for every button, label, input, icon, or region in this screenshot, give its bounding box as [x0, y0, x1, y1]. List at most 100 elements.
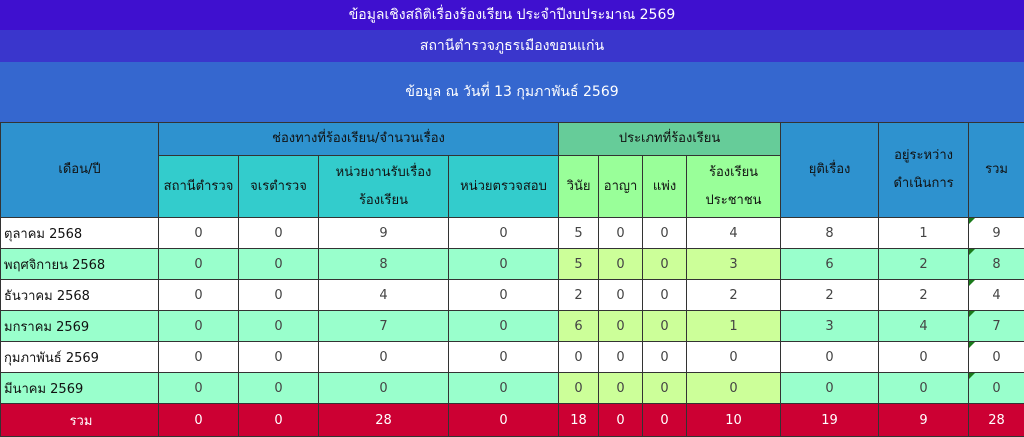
value-cell[interactable]: 3	[781, 311, 879, 342]
value-cell[interactable]: 0	[319, 373, 449, 404]
header-month: เดือน/ปี	[1, 123, 159, 218]
value-cell[interactable]: 2	[879, 280, 969, 311]
value-cell[interactable]: 4	[687, 218, 781, 249]
value-cell[interactable]: 0	[159, 280, 239, 311]
value-cell[interactable]: 0	[239, 218, 319, 249]
value-cell[interactable]: 0	[643, 373, 687, 404]
value-cell[interactable]: 0	[449, 373, 559, 404]
value-cell[interactable]: 0	[643, 280, 687, 311]
value-cell[interactable]: 0	[239, 249, 319, 280]
value-cell[interactable]: 0	[559, 373, 599, 404]
value-cell[interactable]: 0	[239, 342, 319, 373]
report-title: ข้อมูลเชิงสถิติเรื่องร้องเรียน ประจำปีงบ…	[0, 0, 1024, 30]
header-type-public: ร้องเรียน ประชาชน	[687, 156, 781, 218]
value-cell[interactable]: 3	[687, 249, 781, 280]
header-channel-agency: หน่วยงานรับเรื่อง ร้องเรียน	[319, 156, 449, 218]
value-cell[interactable]: 0	[239, 280, 319, 311]
value-cell[interactable]: 5	[559, 218, 599, 249]
value-cell[interactable]: 8	[781, 218, 879, 249]
value-cell[interactable]: 7	[319, 311, 449, 342]
value-cell[interactable]: 0	[449, 218, 559, 249]
value-cell[interactable]: 0	[449, 404, 559, 437]
complaint-stats-table: เดือน/ปี ช่องทางที่ร้องเรียน/จำนวนเรื่อง…	[0, 122, 1024, 437]
value-cell[interactable]: 0	[599, 342, 643, 373]
header-in-progress: อยู่ระหว่าง ดำเนินการ	[879, 123, 969, 218]
value-cell[interactable]: 28	[319, 404, 449, 437]
value-cell[interactable]: 2	[781, 280, 879, 311]
month-cell: พฤศจิกายน 2568	[1, 249, 159, 280]
value-cell[interactable]: 18	[559, 404, 599, 437]
value-cell[interactable]: 4	[879, 311, 969, 342]
value-cell[interactable]: 0	[449, 342, 559, 373]
value-cell[interactable]: 9	[319, 218, 449, 249]
header-channel-station: สถานีตำรวจ	[159, 156, 239, 218]
value-cell[interactable]: 4	[969, 280, 1024, 311]
value-cell[interactable]: 0	[159, 218, 239, 249]
value-cell[interactable]: 2	[559, 280, 599, 311]
header-channel-audit: หน่วยตรวจสอบ	[449, 156, 559, 218]
value-cell[interactable]: 0	[969, 342, 1024, 373]
value-cell[interactable]: 4	[319, 280, 449, 311]
value-cell[interactable]: 1	[687, 311, 781, 342]
value-cell[interactable]: 0	[643, 249, 687, 280]
value-cell[interactable]: 0	[643, 311, 687, 342]
value-cell[interactable]: 0	[159, 311, 239, 342]
month-cell: ตุลาคม 2568	[1, 218, 159, 249]
value-cell[interactable]: 0	[643, 218, 687, 249]
value-cell[interactable]: 0	[599, 218, 643, 249]
value-cell[interactable]: 0	[599, 404, 643, 437]
value-cell[interactable]: 0	[781, 373, 879, 404]
value-cell[interactable]: 0	[969, 373, 1024, 404]
value-cell[interactable]: 0	[159, 404, 239, 437]
value-cell[interactable]: 7	[969, 311, 1024, 342]
value-cell[interactable]: 0	[599, 311, 643, 342]
value-cell[interactable]: 10	[687, 404, 781, 437]
value-cell[interactable]: 0	[159, 373, 239, 404]
value-cell[interactable]: 9	[969, 218, 1024, 249]
value-cell[interactable]: 0	[319, 342, 449, 373]
value-cell[interactable]: 19	[781, 404, 879, 437]
value-cell[interactable]: 0	[879, 373, 969, 404]
header-channel-inspector: จเรตำรวจ	[239, 156, 319, 218]
value-cell[interactable]: 0	[643, 342, 687, 373]
header-type-discipline: วินัย	[559, 156, 599, 218]
value-cell[interactable]: 2	[879, 249, 969, 280]
header-types-group: ประเภทที่ร้องเรียน	[559, 123, 781, 156]
value-cell[interactable]: 5	[559, 249, 599, 280]
value-cell[interactable]: 28	[969, 404, 1024, 437]
value-cell[interactable]: 1	[879, 218, 969, 249]
value-cell[interactable]: 0	[687, 342, 781, 373]
value-cell[interactable]: 0	[599, 249, 643, 280]
totals-label: รวม	[1, 404, 159, 437]
month-cell: ธันวาคม 2568	[1, 280, 159, 311]
value-cell[interactable]: 0	[159, 342, 239, 373]
value-cell[interactable]: 6	[559, 311, 599, 342]
month-cell: กุมภาพันธ์ 2569	[1, 342, 159, 373]
value-cell[interactable]: 8	[319, 249, 449, 280]
as-of-date: ข้อมูล ณ วันที่ 13 กุมภาพันธ์ 2569	[0, 62, 1024, 122]
value-cell[interactable]: 0	[879, 342, 969, 373]
value-cell[interactable]: 8	[969, 249, 1024, 280]
value-cell[interactable]: 0	[239, 404, 319, 437]
value-cell[interactable]: 6	[781, 249, 879, 280]
value-cell[interactable]: 0	[781, 342, 879, 373]
value-cell[interactable]: 0	[159, 249, 239, 280]
value-cell[interactable]: 0	[559, 342, 599, 373]
value-cell[interactable]: 0	[239, 373, 319, 404]
value-cell[interactable]: 0	[599, 373, 643, 404]
value-cell[interactable]: 0	[239, 311, 319, 342]
value-cell[interactable]: 0	[599, 280, 643, 311]
value-cell[interactable]: 2	[687, 280, 781, 311]
value-cell[interactable]: 0	[449, 311, 559, 342]
value-cell[interactable]: 0	[449, 280, 559, 311]
value-cell[interactable]: 0	[449, 249, 559, 280]
value-cell[interactable]: 0	[643, 404, 687, 437]
value-cell[interactable]: 9	[879, 404, 969, 437]
value-cell[interactable]: 0	[687, 373, 781, 404]
header-type-criminal: อาญา	[599, 156, 643, 218]
